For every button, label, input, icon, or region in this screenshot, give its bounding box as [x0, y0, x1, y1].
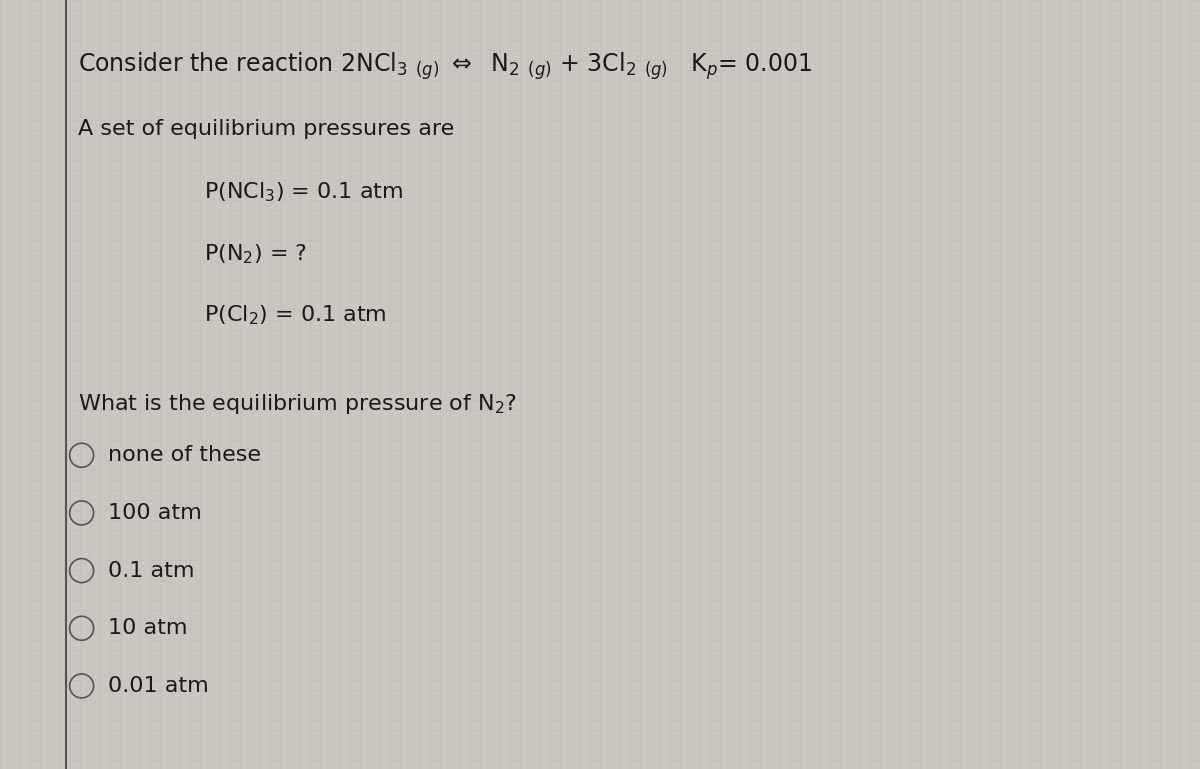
Text: A set of equilibrium pressures are: A set of equilibrium pressures are	[78, 119, 455, 139]
Text: 0.1 atm: 0.1 atm	[108, 561, 194, 581]
Text: none of these: none of these	[108, 445, 262, 465]
Text: P(Cl$_2$) = 0.1 atm: P(Cl$_2$) = 0.1 atm	[204, 304, 386, 328]
Text: P(N$_2$) = ?: P(N$_2$) = ?	[204, 242, 307, 266]
Text: 100 atm: 100 atm	[108, 503, 202, 523]
Text: P(NCl$_3$) = 0.1 atm: P(NCl$_3$) = 0.1 atm	[204, 181, 403, 205]
Text: What is the equilibrium pressure of N$_2$?: What is the equilibrium pressure of N$_2…	[78, 392, 517, 416]
Text: 10 atm: 10 atm	[108, 618, 187, 638]
Text: 0.01 atm: 0.01 atm	[108, 676, 209, 696]
Text: Consider the reaction 2NCl$_3$ $_{(g)}$ $\Leftrightarrow$  N$_2$ $_{(g)}$ + 3Cl$: Consider the reaction 2NCl$_3$ $_{(g)}$ …	[78, 50, 812, 82]
